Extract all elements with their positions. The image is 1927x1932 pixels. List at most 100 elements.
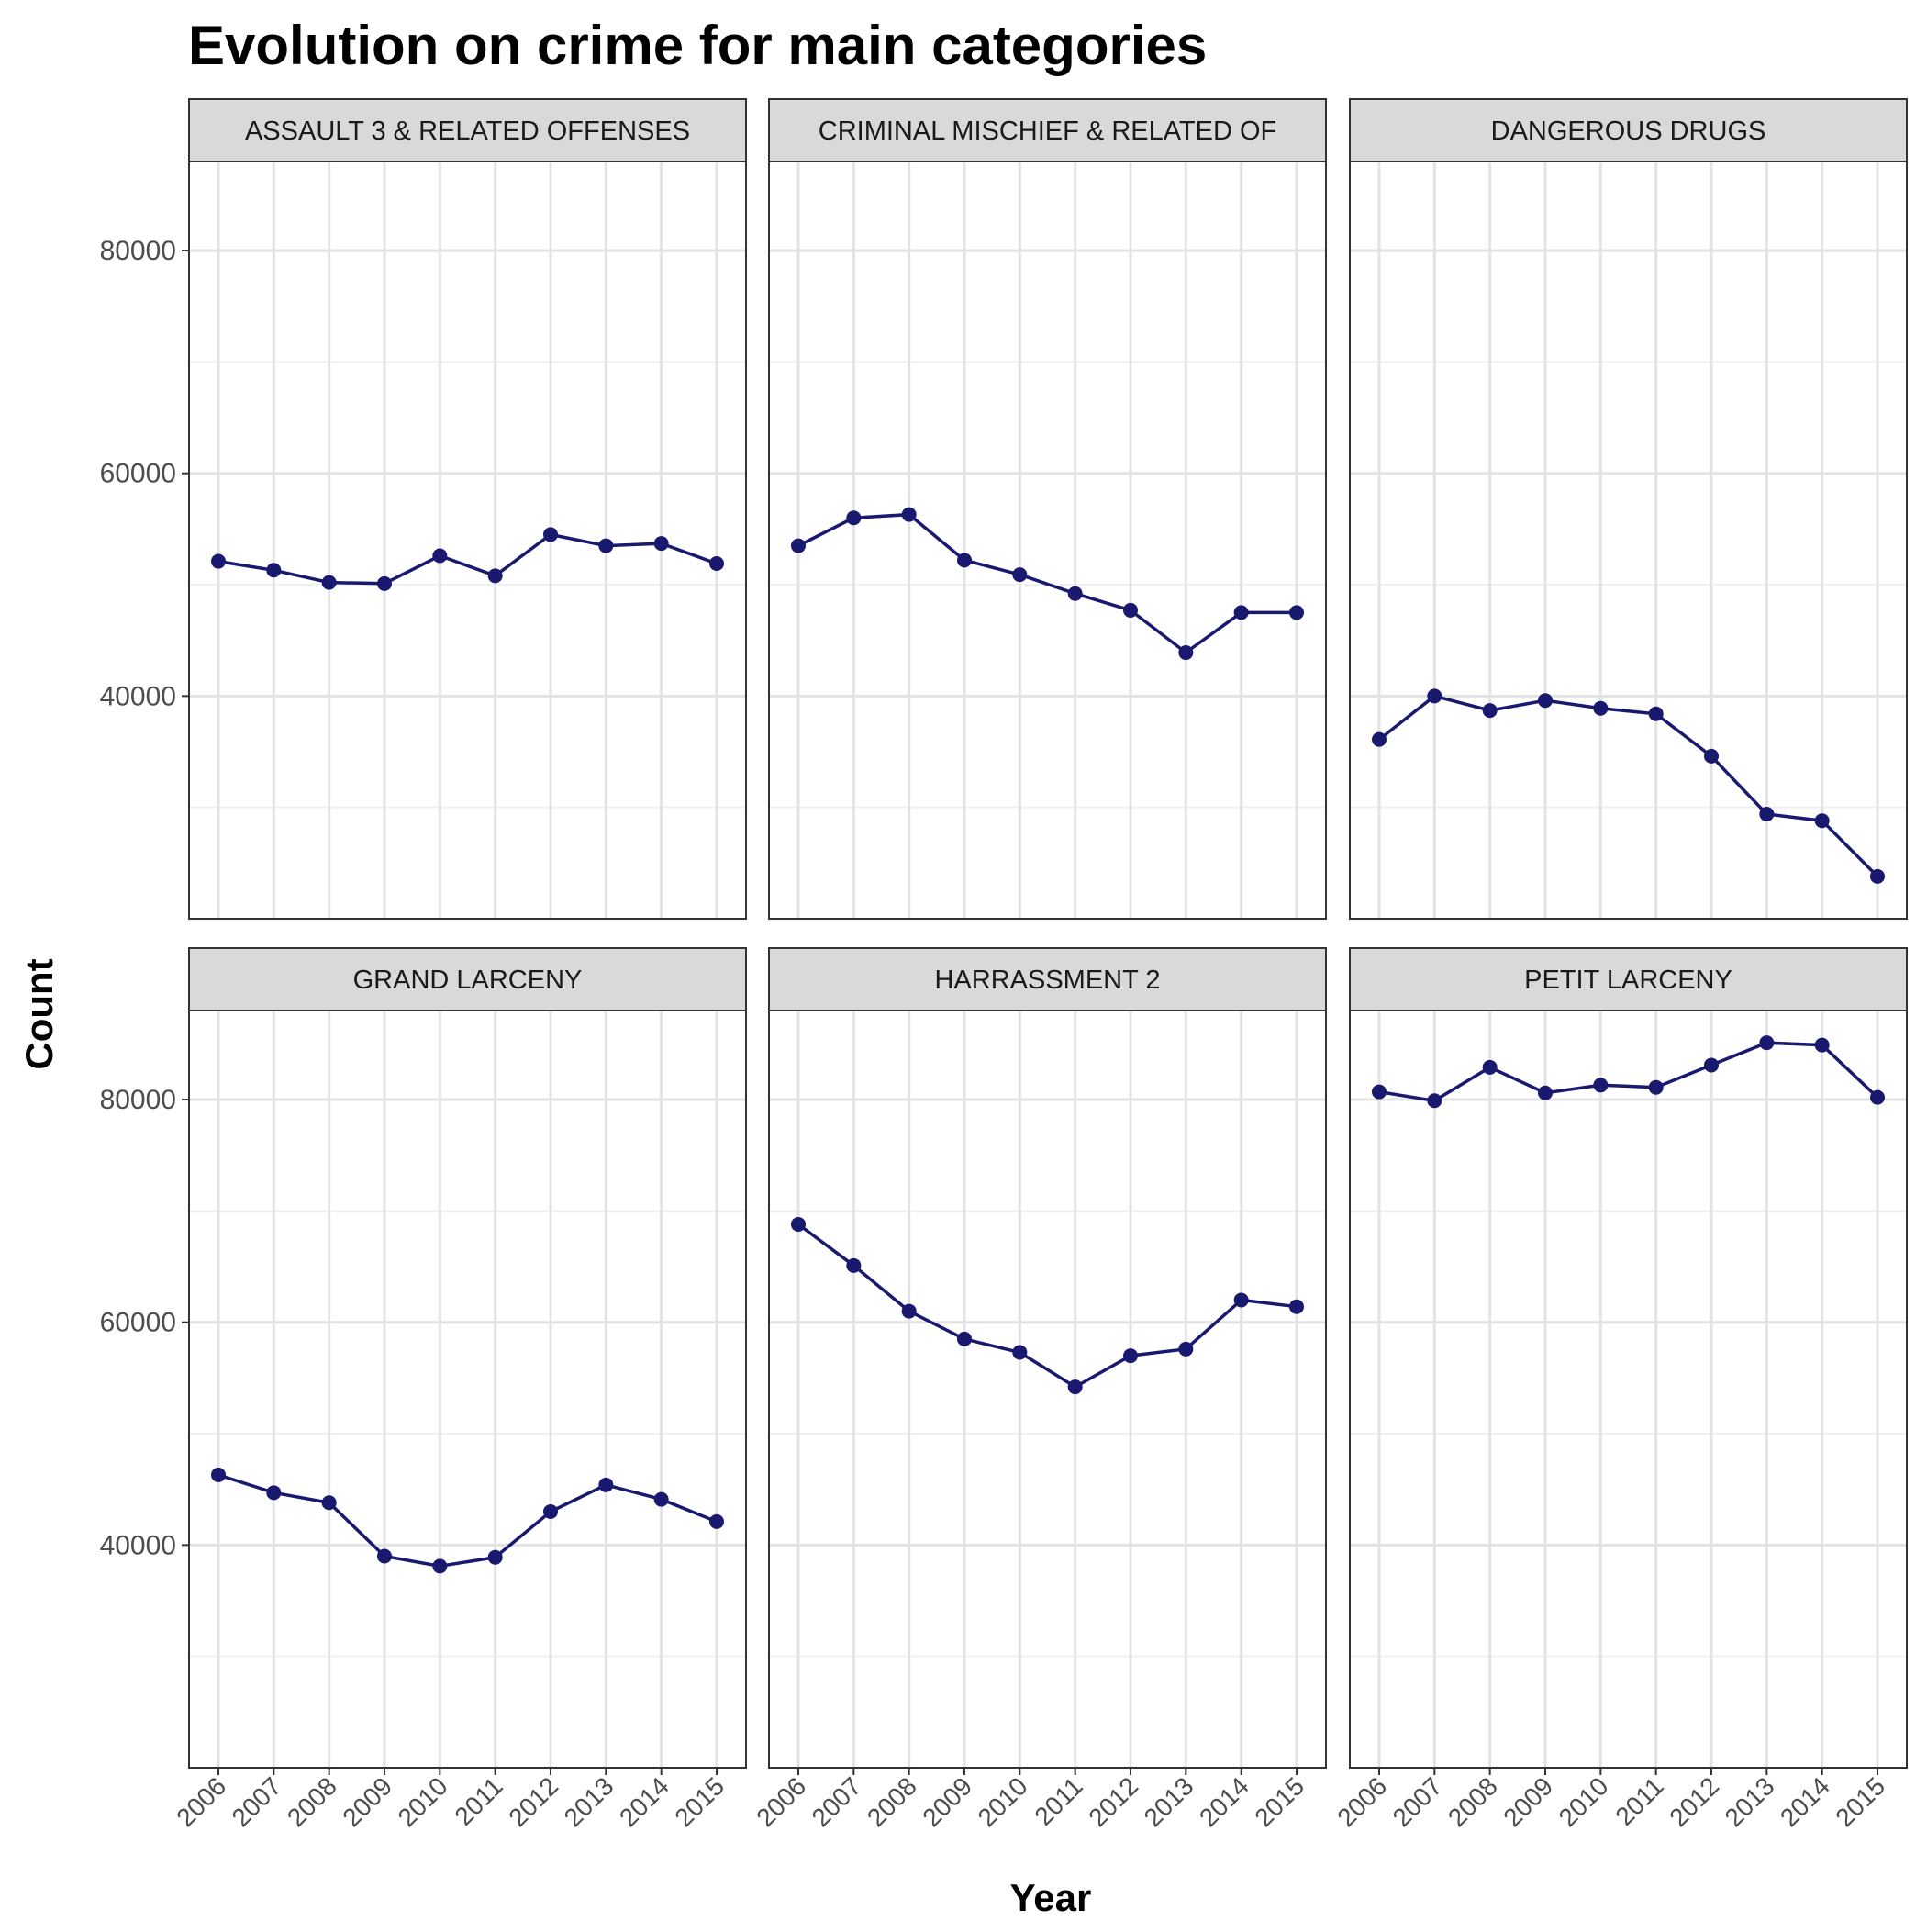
data-point (1593, 700, 1609, 716)
facet-panel: HARRASSMENT 2200620072008200920102011201… (751, 947, 1327, 1832)
panel-background (189, 162, 746, 919)
data-point (377, 575, 392, 591)
x-tick-label: 2014 (1194, 1771, 1254, 1832)
facet-panel: CRIMINAL MISCHIEF & RELATED OF (768, 98, 1327, 920)
data-point (791, 1216, 806, 1232)
facet-strip (1349, 947, 1908, 1011)
y-tick-label: 80000 (100, 1085, 176, 1115)
facet-panels: ASSAULT 3 & RELATED OFFENSES 40000 60000 80… (100, 98, 1908, 1832)
data-point (1123, 602, 1138, 618)
data-point (1178, 1341, 1194, 1357)
facet-strip (188, 947, 747, 1011)
data-point (1538, 1085, 1553, 1100)
y-axis-title: Count (17, 958, 61, 1069)
panel-background (1350, 1011, 1907, 1768)
data-point (1759, 1035, 1775, 1051)
x-tick-label: 2010 (1554, 1771, 1614, 1832)
data-point (377, 1548, 392, 1564)
data-point (1593, 1078, 1609, 1093)
x-tick-label: 2009 (1498, 1771, 1558, 1832)
data-point (1372, 1084, 1387, 1100)
panel-background (189, 1011, 746, 1768)
data-point (1648, 1079, 1664, 1095)
data-point (1482, 703, 1498, 719)
x-tick-label: 2012 (503, 1771, 563, 1832)
facet-label: ASSAULT 3 & RELATED OFFENSES (245, 117, 690, 146)
series-line (217, 1473, 718, 1569)
data-point (1233, 605, 1249, 620)
facet-panel: ASSAULT 3 & RELATED OFFENSES 40000 60000 80… (100, 98, 747, 920)
data-point (1427, 688, 1442, 704)
data-point (266, 1485, 282, 1501)
x-tick-label: 2015 (1830, 1771, 1890, 1832)
data-point (321, 1495, 337, 1511)
series-line (1378, 1041, 1879, 1103)
data-point (487, 568, 503, 584)
x-tick-label: 2013 (1139, 1771, 1199, 1832)
x-tick-label: 2014 (1775, 1771, 1835, 1832)
facet-panel: GRAND LARCENY 40000 60000 80000 200620072008… (100, 947, 747, 1832)
x-tick-label: 2009 (917, 1771, 977, 1832)
data-point (846, 1257, 862, 1273)
data-point (1704, 748, 1719, 764)
data-point (1067, 586, 1083, 601)
facet-label: PETIT LARCENY (1524, 966, 1732, 995)
facet-strip (188, 98, 747, 162)
data-point (487, 1549, 503, 1565)
data-point (211, 553, 226, 569)
x-tick-label: 2007 (807, 1771, 867, 1832)
x-tick-label: 2008 (862, 1771, 922, 1832)
chart-title: Evolution on crime for main categories (188, 15, 1207, 76)
x-tick-label: 2015 (669, 1771, 730, 1832)
facet-strip (1349, 98, 1908, 162)
data-point (1012, 567, 1028, 583)
data-point (598, 538, 614, 553)
series-line (217, 532, 718, 586)
data-point (598, 1477, 614, 1492)
data-point (1870, 1089, 1885, 1105)
x-tick-label: 2014 (614, 1771, 674, 1832)
facet-label: GRAND LARCENY (353, 966, 583, 995)
y-tick-label: 60000 (100, 459, 176, 489)
data-point (653, 536, 669, 552)
data-point (1704, 1057, 1719, 1073)
facet-strip (768, 947, 1327, 1011)
panel-background (769, 162, 1326, 919)
data-point (1427, 1093, 1442, 1109)
facet-panel: PETIT LARCENY200620072008200920102011201… (1331, 947, 1908, 1832)
data-point (791, 538, 806, 553)
data-point (432, 1558, 448, 1574)
data-point (1759, 806, 1775, 821)
facet-strip (768, 98, 1327, 162)
x-tick-label: 2006 (751, 1771, 811, 1832)
data-point (1123, 1348, 1138, 1364)
data-point (1289, 1299, 1304, 1314)
data-point (901, 507, 917, 522)
y-tick-label: 40000 (100, 1530, 176, 1560)
data-point (1538, 693, 1553, 709)
data-point (1012, 1345, 1028, 1360)
data-point (432, 548, 448, 564)
facet-panel: DANGEROUS DRUGS (1349, 98, 1908, 920)
x-axis-title: Year (1010, 1876, 1092, 1919)
series-line (1377, 694, 1879, 878)
data-point (1648, 706, 1664, 721)
x-tick-label: 2009 (337, 1771, 397, 1832)
data-point (957, 1331, 972, 1346)
data-point (709, 555, 724, 571)
x-tick-label: 2010 (393, 1771, 453, 1832)
series-line (797, 512, 1297, 655)
data-point (1178, 645, 1194, 661)
data-point (1233, 1292, 1249, 1308)
data-point (1482, 1059, 1498, 1075)
data-point (321, 575, 337, 590)
data-point (957, 553, 972, 568)
data-point (266, 563, 282, 578)
x-tick-label: 2012 (1664, 1771, 1724, 1832)
data-point (1372, 731, 1387, 747)
x-tick-label: 2013 (1720, 1771, 1780, 1832)
x-tick-label: 2007 (1387, 1771, 1448, 1832)
data-point (211, 1467, 226, 1482)
